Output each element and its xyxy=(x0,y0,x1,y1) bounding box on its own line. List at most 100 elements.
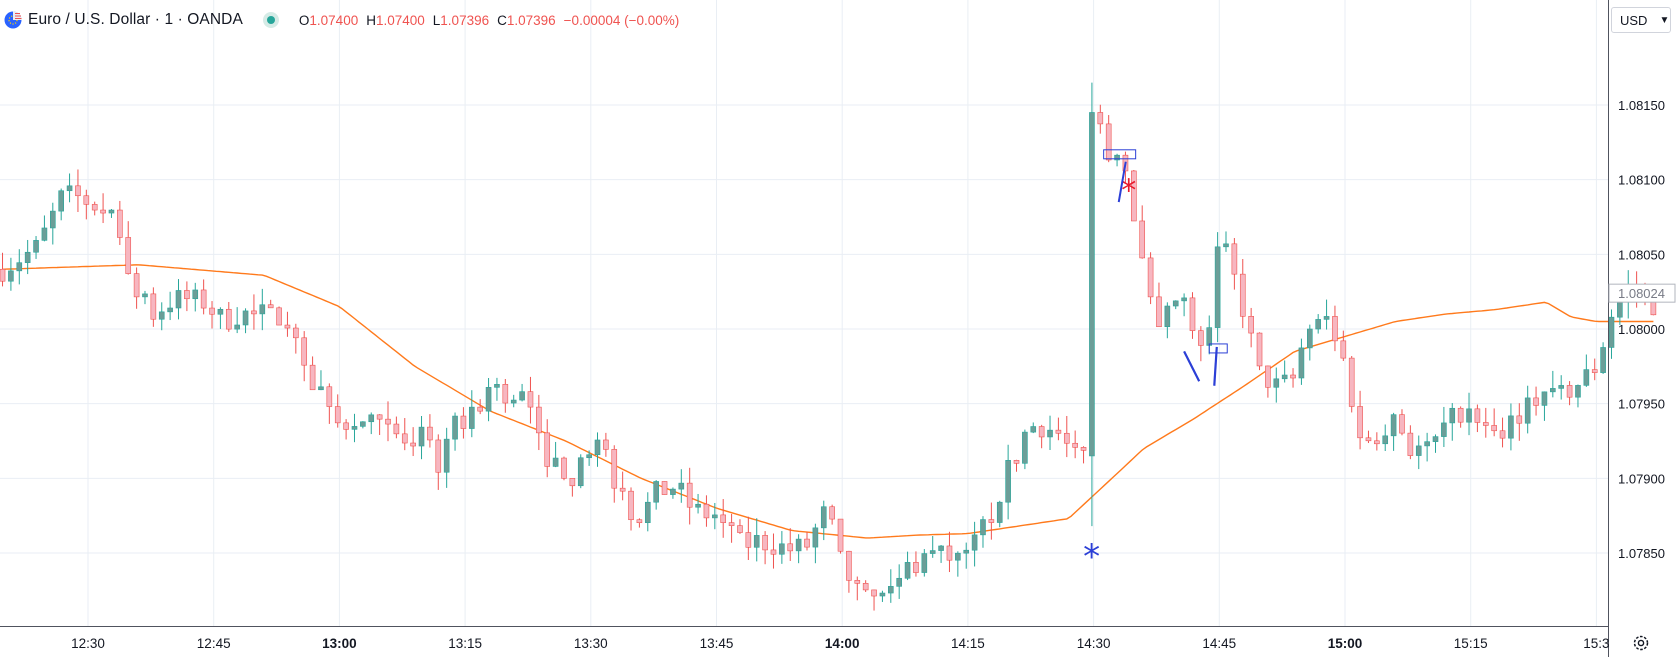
candle-body xyxy=(1097,112,1104,125)
candle-body xyxy=(862,583,869,591)
candle-body xyxy=(75,185,81,197)
candle-body xyxy=(1206,327,1213,346)
x-tick-label: 15:15 xyxy=(1454,636,1488,651)
moving-average-line xyxy=(2,264,1654,539)
gear-icon[interactable] xyxy=(1630,632,1652,654)
candle-body xyxy=(1281,374,1288,380)
candle-body xyxy=(393,423,400,435)
last-price-label: 1.08024 xyxy=(1618,286,1665,301)
candle-body xyxy=(1181,297,1187,302)
candle-body xyxy=(510,399,517,404)
candle-body xyxy=(661,481,668,495)
candle-body xyxy=(1223,243,1229,248)
candle-body xyxy=(1164,305,1171,328)
last-price-tag xyxy=(1608,283,1676,303)
x-tick-label: 14:30 xyxy=(1077,636,1111,651)
candle-body xyxy=(963,549,970,554)
candle-body xyxy=(1189,297,1196,331)
candle-body xyxy=(787,543,794,552)
candle-body xyxy=(678,482,685,490)
candle-body xyxy=(745,532,752,548)
candle-body xyxy=(150,293,157,320)
candle-body xyxy=(0,268,6,282)
candle-body xyxy=(1047,429,1053,438)
candle-body xyxy=(611,449,618,489)
candle-body xyxy=(485,387,492,412)
candle-body xyxy=(527,391,534,408)
low-value: 1.07396 xyxy=(440,12,490,28)
candle-body xyxy=(502,384,509,404)
candle-body xyxy=(427,426,433,441)
candle-body xyxy=(1348,357,1355,407)
currency-select[interactable]: USD ▼ xyxy=(1611,7,1671,33)
candle-body xyxy=(1315,319,1321,330)
time-axis: 12:30 12:45 13:00 13:15 13:30 13:45 14:00 14:15… xyxy=(0,626,1610,651)
candle-body xyxy=(343,422,349,430)
symbol-title[interactable]: Euro / U.S. Dollar · 1 · OANDA xyxy=(28,11,243,28)
x-tick-label: 13:45 xyxy=(700,636,734,651)
candle-body xyxy=(871,589,877,597)
entry-box-annotation xyxy=(1103,149,1137,160)
candle-body xyxy=(1575,385,1581,398)
candle-body xyxy=(846,550,852,581)
candle-body xyxy=(888,586,894,594)
x-tick-label: 15:3 xyxy=(1583,636,1609,651)
candle-body xyxy=(167,307,173,313)
candle-body xyxy=(938,545,944,551)
candle-body xyxy=(301,337,308,366)
candle-body xyxy=(1499,430,1506,439)
candle-body xyxy=(1365,437,1372,442)
open-value: 1.07400 xyxy=(309,12,359,28)
candle-body xyxy=(1566,385,1573,398)
x-tick-label: 12:45 xyxy=(197,636,231,651)
y-tick-label: 1.07900 xyxy=(1618,471,1665,486)
candle-body xyxy=(259,304,266,315)
x-tick-label: 14:15 xyxy=(951,636,985,651)
candle-body xyxy=(1089,112,1095,457)
candle-body xyxy=(728,522,735,526)
candle-body xyxy=(91,204,98,211)
candle-body xyxy=(804,538,810,548)
change-value: −0.00004 (−0.00%) xyxy=(563,12,680,28)
open-key: O xyxy=(298,12,310,28)
candle-body xyxy=(242,310,249,326)
candle-body xyxy=(1105,123,1112,161)
candle-body xyxy=(1005,460,1011,503)
candlestick-series xyxy=(0,82,1657,611)
candle-body xyxy=(1583,369,1590,386)
candle-body xyxy=(820,506,827,529)
blue-asterisk-annotation: * xyxy=(1083,537,1100,577)
candle-body xyxy=(519,391,525,401)
candle-body xyxy=(184,290,190,300)
candle-body xyxy=(929,550,936,554)
candle-body xyxy=(108,209,115,214)
candle-body xyxy=(234,324,240,330)
candle-body xyxy=(577,457,584,487)
candle-body xyxy=(1524,397,1531,424)
candle-body xyxy=(418,426,425,447)
candle-body xyxy=(703,503,710,519)
x-tick-label: 12:30 xyxy=(71,636,105,651)
candle-body xyxy=(318,386,324,391)
candle-body xyxy=(712,514,718,519)
candle-body xyxy=(1407,432,1414,456)
high-key: H xyxy=(366,12,376,28)
candle-body xyxy=(1482,422,1489,426)
candle-body xyxy=(16,262,23,272)
y-tick-label: 1.07850 xyxy=(1618,546,1665,561)
close-value: 1.07396 xyxy=(506,12,556,28)
candle-body xyxy=(536,406,542,434)
eur-usd-flag-icon[interactable] xyxy=(4,11,22,29)
candle-body xyxy=(1139,220,1146,259)
low-key: L xyxy=(432,12,441,28)
y-tick-label: 1.07950 xyxy=(1618,397,1665,412)
candle-body xyxy=(569,478,576,487)
candle-body xyxy=(1424,441,1430,447)
candle-body xyxy=(469,406,475,429)
candle-body xyxy=(837,518,844,552)
candle-body xyxy=(385,418,391,425)
candle-body xyxy=(376,414,383,420)
y-tick-label: 1.08050 xyxy=(1618,247,1665,262)
candle-body xyxy=(435,439,442,473)
